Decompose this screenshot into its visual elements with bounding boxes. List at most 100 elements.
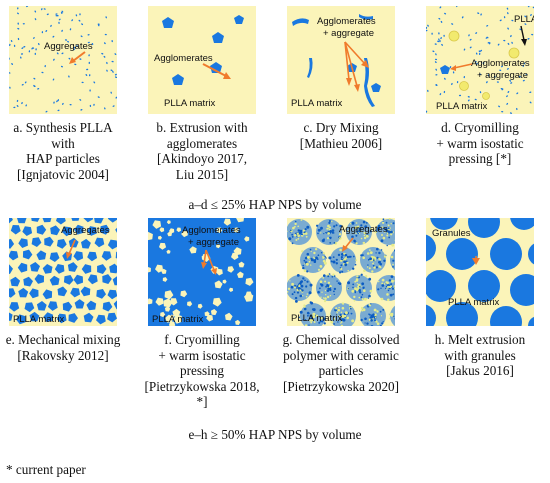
hap-particle — [9, 86, 11, 89]
hap-particle — [55, 45, 58, 48]
hap-particle — [371, 314, 374, 317]
hap-particle — [36, 224, 47, 235]
hap-particle — [320, 252, 323, 254]
hap-particle — [372, 259, 375, 262]
hap-particle — [111, 40, 113, 43]
plla-gap — [159, 242, 167, 250]
hap-particle — [368, 267, 371, 270]
panel-b: Agglomerates PLLA matrix — [148, 6, 256, 114]
hap-particle — [325, 232, 327, 234]
hap-particle — [318, 321, 321, 324]
hap-particle — [24, 302, 35, 313]
hap-particle — [302, 264, 304, 267]
hap-particle — [331, 231, 334, 234]
hap-particle — [303, 307, 307, 311]
hap-particle — [61, 10, 64, 13]
hap-particle — [360, 254, 363, 257]
hap-particle — [322, 252, 326, 255]
plla-gap — [237, 271, 244, 278]
hap-particle — [91, 42, 94, 46]
hap-particle — [371, 270, 374, 273]
plla-gap — [164, 290, 174, 300]
hap-particle — [507, 27, 509, 30]
hap-particle — [104, 107, 106, 110]
hap-particle — [479, 73, 482, 76]
plla-gap — [155, 297, 164, 306]
hap-particle — [355, 279, 359, 282]
hap-particle — [501, 88, 504, 91]
hap-particle — [320, 308, 324, 311]
hap-particle — [427, 89, 429, 92]
caption-line: Liu 2015] — [175, 166, 229, 182]
hap-particle — [309, 283, 313, 287]
hap-particle — [294, 220, 297, 223]
hap-particle — [29, 311, 40, 322]
hap-particle — [522, 64, 525, 67]
hap-particle — [361, 254, 364, 257]
hap-particle — [506, 68, 509, 70]
hap-particle — [114, 76, 117, 79]
hap-particle — [376, 247, 379, 251]
hap-particle — [496, 81, 499, 83]
hap-particle — [16, 105, 19, 107]
hap-particle — [296, 274, 300, 277]
hap-particle — [385, 285, 388, 288]
hap-particle — [55, 13, 58, 15]
hap-particle — [339, 271, 342, 274]
hap-particle — [527, 6, 530, 8]
hap-particle — [287, 287, 291, 290]
hap-particle — [45, 110, 48, 113]
plla-gap — [160, 311, 166, 318]
hap-particle — [497, 43, 500, 46]
plla-gap — [166, 220, 171, 225]
hap-particle — [67, 40, 70, 43]
hap-particle — [340, 259, 343, 262]
hap-particle — [358, 230, 361, 233]
panel-c: Agglomerates + aggregate PLLA matrix — [287, 6, 395, 114]
hap-particle — [325, 285, 327, 288]
hap-particle — [355, 259, 358, 262]
hap-particle — [304, 319, 307, 321]
hap-particle — [368, 277, 372, 281]
hap-particle — [361, 293, 364, 296]
hap-particle — [367, 258, 370, 261]
plla-gap — [152, 220, 162, 229]
hap-particle — [308, 313, 310, 315]
hap-particle — [42, 218, 52, 223]
hap-particle — [20, 56, 22, 59]
hap-particle — [336, 280, 338, 282]
hap-particle — [356, 230, 359, 233]
hap-particle — [329, 236, 332, 239]
hap-particle — [24, 81, 27, 84]
hap-particle — [30, 262, 40, 272]
hap-particle — [312, 308, 316, 312]
hap-particle — [356, 275, 359, 278]
hap-particle — [439, 93, 442, 96]
hap-particle — [346, 316, 349, 320]
hap-particle — [87, 34, 90, 36]
hap-particle — [353, 239, 356, 243]
hap-particle — [499, 69, 502, 72]
hap-particle — [503, 39, 506, 42]
hap-particle — [299, 294, 303, 298]
hap-particle — [474, 61, 477, 63]
hap-particle — [362, 220, 366, 224]
hap-particle — [350, 223, 352, 225]
hap-particle — [356, 283, 359, 285]
hap-particle — [383, 283, 386, 285]
label-aggregates: Aggregates — [44, 41, 93, 52]
hap-particle — [340, 311, 343, 314]
hap-particle — [315, 256, 318, 260]
caption-line: [Jakus 2016] — [446, 363, 514, 378]
hap-particle — [296, 291, 300, 294]
hap-particle — [321, 291, 323, 293]
hap-particle — [332, 273, 335, 276]
hap-particle — [346, 260, 348, 263]
hap-particle — [379, 324, 382, 326]
hap-particle — [81, 238, 91, 249]
hap-particle — [20, 53, 24, 55]
hap-particle — [11, 63, 13, 65]
panel-b-diagram: Agglomerates PLLA matrix — [154, 15, 244, 109]
hap-particle — [308, 260, 311, 263]
hap-particle — [340, 324, 344, 326]
